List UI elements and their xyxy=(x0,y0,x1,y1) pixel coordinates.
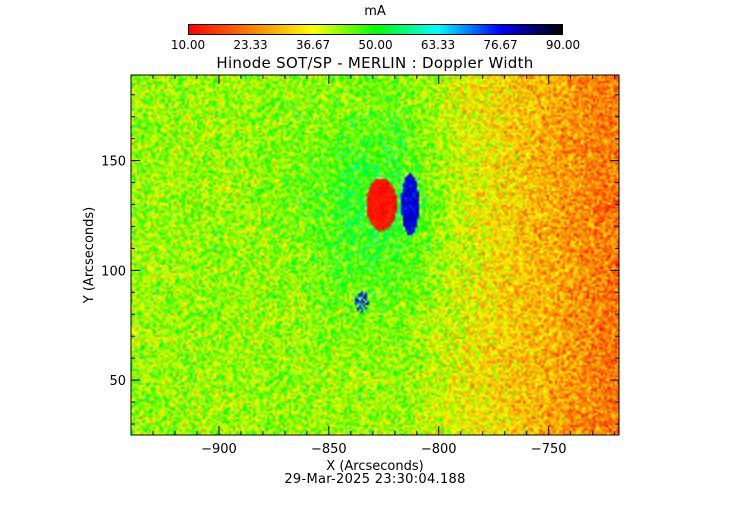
colorbar-tick-label: 63.33 xyxy=(420,38,456,52)
x-tick-label: −850 xyxy=(311,442,347,457)
y-tick-label: 50 xyxy=(109,374,126,389)
x-tick-label: −800 xyxy=(421,442,457,457)
doppler-width-heatmap xyxy=(131,75,619,435)
footer-timestamp: 29-Mar-2025 23:30:04.188 xyxy=(284,472,466,487)
colorbar xyxy=(188,24,563,35)
x-axis-title: X (Arcseconds) xyxy=(326,459,423,474)
x-tick-label: −900 xyxy=(201,442,237,457)
colorbar-tick-label: 10.00 xyxy=(170,38,206,52)
x-tick-label: −750 xyxy=(531,442,567,457)
colorbar-tick-label: 23.33 xyxy=(233,38,268,52)
colorbar-tick-label: 36.67 xyxy=(295,38,331,52)
colorbar-tick-label: 90.00 xyxy=(545,38,581,52)
plot-frame xyxy=(130,74,620,436)
colorbar-tick-label: 50.00 xyxy=(358,38,393,52)
colorbar-unit-label: mA xyxy=(364,4,386,19)
y-tick-label: 150 xyxy=(101,155,126,170)
colorbar-tick-label: 76.67 xyxy=(483,38,518,52)
y-tick-label: 100 xyxy=(101,264,126,279)
chart-title: Hinode SOT/SP - MERLIN : Doppler Width xyxy=(216,54,534,72)
y-axis-title: Y (Arcseconds) xyxy=(82,207,97,304)
